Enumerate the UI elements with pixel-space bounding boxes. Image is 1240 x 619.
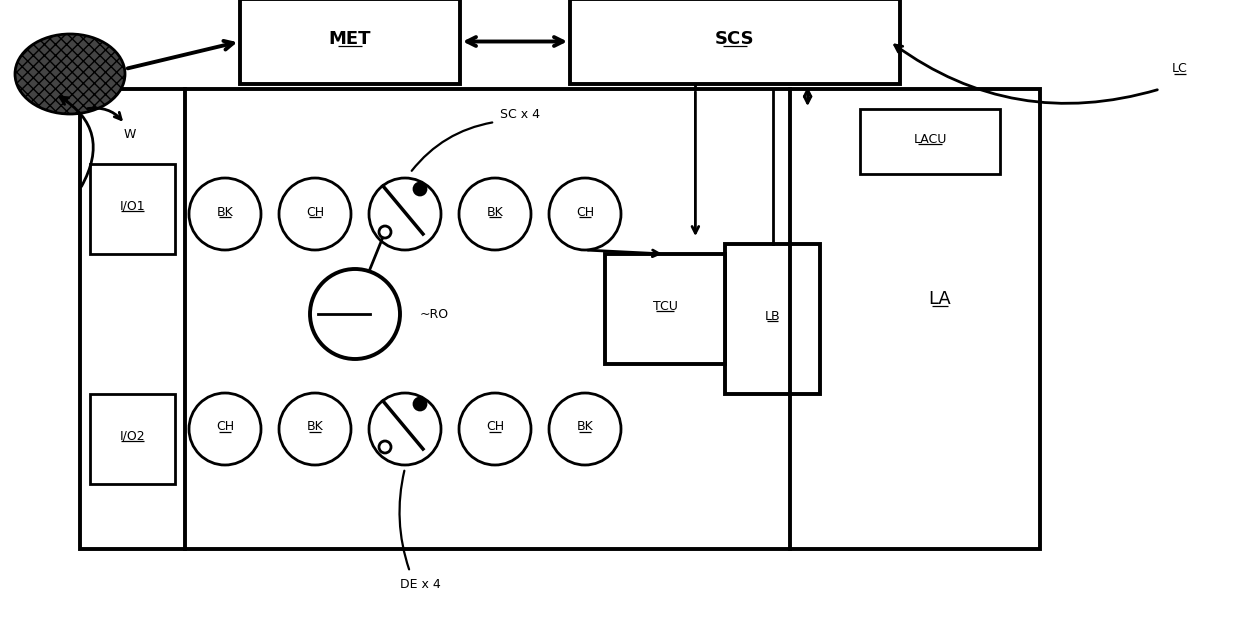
- Circle shape: [379, 226, 391, 238]
- Circle shape: [459, 178, 531, 250]
- Circle shape: [310, 269, 401, 359]
- FancyArrowPatch shape: [88, 108, 122, 119]
- Text: BK: BK: [577, 420, 594, 433]
- FancyArrowPatch shape: [399, 470, 409, 569]
- Bar: [725, 244, 820, 394]
- Text: BK: BK: [217, 206, 233, 219]
- Text: W: W: [124, 128, 136, 141]
- Circle shape: [279, 178, 351, 250]
- Circle shape: [279, 393, 351, 465]
- Circle shape: [459, 393, 531, 465]
- Circle shape: [549, 393, 621, 465]
- Bar: [605, 254, 725, 364]
- Text: LC: LC: [1172, 63, 1188, 76]
- Bar: [91, 164, 175, 254]
- Text: DE x 4: DE x 4: [399, 578, 440, 591]
- Bar: [241, 0, 460, 84]
- Text: I/O2: I/O2: [120, 430, 145, 443]
- Circle shape: [188, 393, 260, 465]
- Bar: [81, 89, 1040, 549]
- Text: MET: MET: [329, 30, 371, 48]
- Text: CH: CH: [216, 420, 234, 433]
- Circle shape: [379, 441, 391, 453]
- Text: I/O1: I/O1: [120, 199, 145, 212]
- Text: CH: CH: [306, 206, 324, 219]
- Bar: [861, 109, 999, 174]
- Ellipse shape: [15, 34, 125, 114]
- Text: LACU: LACU: [914, 133, 946, 146]
- FancyArrowPatch shape: [895, 45, 1157, 103]
- Text: ~RO: ~RO: [420, 308, 449, 321]
- Text: LA: LA: [929, 290, 951, 308]
- Circle shape: [414, 398, 427, 410]
- Circle shape: [414, 183, 427, 195]
- Text: SC x 4: SC x 4: [500, 108, 539, 121]
- Text: BK: BK: [306, 420, 324, 433]
- FancyArrowPatch shape: [412, 123, 492, 171]
- Circle shape: [549, 178, 621, 250]
- Circle shape: [188, 178, 260, 250]
- Circle shape: [370, 393, 441, 465]
- Text: BK: BK: [486, 206, 503, 219]
- Text: LB: LB: [765, 310, 780, 322]
- Text: CH: CH: [486, 420, 505, 433]
- Text: TCU: TCU: [652, 300, 677, 313]
- Bar: [570, 0, 900, 84]
- FancyArrowPatch shape: [60, 97, 93, 186]
- Bar: [91, 394, 175, 484]
- Text: SCS: SCS: [715, 30, 755, 48]
- Text: CH: CH: [575, 206, 594, 219]
- Circle shape: [370, 178, 441, 250]
